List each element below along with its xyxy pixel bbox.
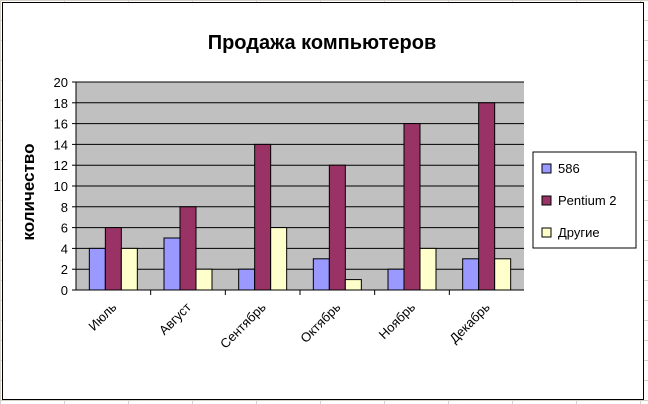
plot-area: 0 2 4 6 8 10 12 14 16 18 20 Июль Август Сентябрь Октяб… [54,75,524,351]
bar-1-5[interactable] [387,268,405,291]
legend-swatch [541,227,552,238]
bar-3-2[interactable] [195,268,213,291]
x-category-label: Август [156,299,194,337]
bar-3-3[interactable] [270,227,288,291]
y-axis-label: количество [19,144,38,241]
y-tick-label: 14 [54,137,68,152]
bar-2-5[interactable] [403,123,421,291]
bar-1-3[interactable] [238,268,256,291]
legend-label: 586 [558,161,580,176]
bar-3-5[interactable] [419,247,437,291]
x-category-label: Сентябрь [217,299,269,351]
y-tick-label: 12 [54,158,68,173]
x-category-label: Декабрь [446,299,493,346]
bar-2-2[interactable] [179,206,197,291]
y-tick-label: 8 [61,200,68,215]
bar-2-4[interactable] [328,164,346,291]
x-category-label: Ноябрь [376,299,419,342]
bar-1-1[interactable] [88,247,106,291]
bar-2-1[interactable] [104,227,122,291]
bar-1-4[interactable] [312,258,330,291]
bar-3-6[interactable] [494,258,512,291]
y-tick-label: 10 [54,179,68,194]
bar-3-4[interactable] [344,279,362,291]
bar-2-3[interactable] [254,143,272,291]
bar-1-2[interactable] [163,237,181,291]
x-category-label: Октябрь [297,299,343,345]
chart-title: Продажа компьютеров [208,32,437,54]
y-tick-label: 4 [61,241,68,256]
y-tick-label: 16 [54,117,68,132]
y-tick-label: 2 [61,262,68,277]
legend-swatch [541,195,552,206]
legend-label: Pentium 2 [558,193,617,208]
x-category-label: Июль [85,299,119,333]
legend[interactable]: 586 Pentium 2 Другие [532,151,637,249]
bar-1-6[interactable] [462,258,480,291]
bar-3-1[interactable] [120,247,138,291]
legend-swatch [541,163,552,174]
legend-label: Другие [558,225,600,240]
y-tick-label: 6 [61,221,68,236]
y-tick-label: 0 [61,283,68,298]
y-tick-label: 20 [54,75,68,90]
y-tick-label: 18 [54,96,68,111]
bar-2-6[interactable] [478,102,496,291]
